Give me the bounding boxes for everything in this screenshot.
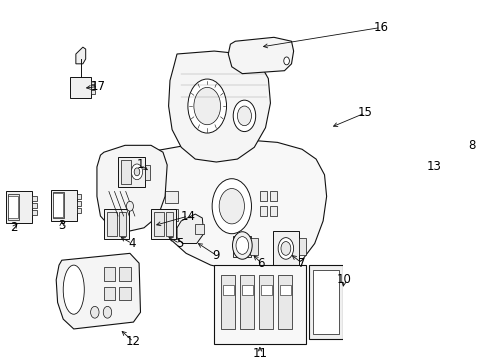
Text: 6: 6 (257, 257, 264, 270)
Text: 1: 1 (137, 158, 144, 171)
Bar (272, 231, 299, 265)
Bar (312, 270, 339, 334)
Text: 9: 9 (212, 249, 220, 262)
Bar (70, 77, 91, 98)
Bar (259, 192, 266, 201)
Bar (278, 275, 292, 329)
Bar (151, 209, 175, 239)
Bar (299, 238, 305, 255)
Bar (91, 81, 95, 85)
Text: 17: 17 (91, 80, 105, 93)
Polygon shape (407, 169, 435, 203)
Circle shape (283, 57, 289, 65)
Ellipse shape (187, 79, 226, 133)
Text: 4: 4 (128, 237, 136, 250)
Text: 12: 12 (126, 335, 141, 348)
Circle shape (126, 201, 133, 211)
Ellipse shape (281, 242, 290, 255)
Circle shape (134, 168, 140, 176)
Bar (119, 212, 126, 236)
Bar (106, 212, 116, 236)
Bar (104, 267, 115, 281)
Bar (121, 160, 130, 184)
Text: 7: 7 (298, 257, 305, 270)
Bar (77, 201, 81, 206)
Text: 3: 3 (58, 219, 65, 232)
Bar (459, 162, 463, 189)
Bar (165, 209, 177, 221)
Bar (8, 197, 18, 218)
Bar (240, 275, 254, 329)
Bar (77, 208, 81, 213)
Polygon shape (76, 47, 85, 64)
Ellipse shape (457, 153, 466, 163)
Text: 14: 14 (181, 210, 195, 222)
Ellipse shape (278, 238, 293, 259)
Ellipse shape (236, 237, 248, 254)
Bar (279, 285, 290, 294)
Bar (424, 201, 434, 209)
Bar (77, 194, 81, 199)
Polygon shape (147, 140, 326, 273)
Bar (91, 85, 95, 89)
Bar (233, 236, 250, 257)
Polygon shape (168, 51, 270, 162)
Circle shape (219, 189, 244, 224)
Text: 10: 10 (336, 273, 351, 286)
Text: 8: 8 (468, 139, 475, 152)
Bar (50, 189, 77, 221)
Bar (91, 90, 95, 94)
Bar (154, 212, 163, 236)
Bar (249, 238, 258, 255)
Bar (119, 267, 130, 281)
Bar (32, 197, 37, 201)
Bar (119, 287, 130, 301)
Ellipse shape (63, 265, 84, 314)
Bar (165, 192, 177, 203)
Bar (32, 203, 37, 208)
Bar (407, 201, 417, 209)
Ellipse shape (237, 106, 251, 126)
Bar (144, 165, 150, 180)
Bar (165, 212, 172, 236)
Bar (32, 210, 37, 215)
Bar (53, 193, 64, 218)
Polygon shape (177, 214, 203, 243)
Polygon shape (56, 253, 140, 329)
Text: 16: 16 (372, 21, 387, 34)
Bar (118, 157, 144, 186)
Bar (270, 192, 277, 201)
Bar (222, 285, 233, 294)
Polygon shape (228, 37, 293, 74)
Circle shape (103, 306, 111, 318)
Text: 2: 2 (10, 221, 18, 234)
Text: 13: 13 (426, 161, 441, 174)
Bar (104, 287, 115, 301)
Bar (165, 227, 177, 239)
Bar (8, 194, 19, 220)
Ellipse shape (232, 232, 252, 259)
Circle shape (90, 306, 99, 318)
Polygon shape (97, 145, 167, 232)
Bar (5, 192, 32, 223)
Text: 11: 11 (252, 347, 267, 360)
Bar (214, 265, 305, 344)
Bar (259, 275, 273, 329)
Text: 15: 15 (357, 107, 372, 120)
Text: 5: 5 (176, 237, 183, 250)
Ellipse shape (193, 87, 220, 125)
Circle shape (131, 164, 142, 180)
Bar (308, 265, 342, 339)
Bar (221, 275, 235, 329)
Bar (195, 224, 203, 234)
Ellipse shape (458, 189, 464, 194)
Bar (270, 206, 277, 216)
Circle shape (212, 179, 251, 234)
Bar (104, 209, 128, 239)
Bar (260, 285, 271, 294)
Bar (241, 285, 252, 294)
Ellipse shape (233, 100, 255, 132)
Bar (259, 206, 266, 216)
Bar (53, 193, 63, 217)
